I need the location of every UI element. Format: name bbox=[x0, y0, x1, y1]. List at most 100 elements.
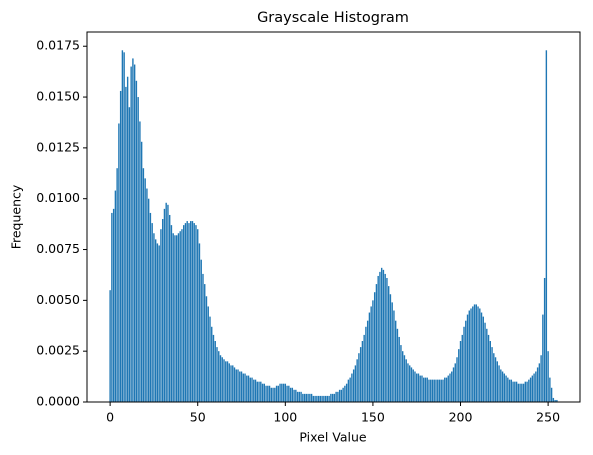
bar bbox=[174, 235, 176, 402]
bar bbox=[247, 375, 250, 402]
bar bbox=[116, 168, 118, 402]
bar bbox=[342, 387, 344, 402]
y-tick-label: 0.0000 bbox=[36, 394, 80, 409]
bar bbox=[170, 225, 173, 402]
bar bbox=[505, 375, 507, 402]
bar bbox=[549, 377, 551, 402]
bar bbox=[167, 204, 169, 402]
bar bbox=[323, 395, 325, 402]
bar bbox=[200, 259, 202, 402]
bar bbox=[519, 383, 521, 402]
bar bbox=[197, 229, 199, 402]
bar bbox=[552, 397, 555, 402]
bar bbox=[405, 359, 407, 402]
bar bbox=[466, 314, 469, 402]
bar bbox=[416, 373, 418, 402]
bar bbox=[424, 377, 427, 402]
bar bbox=[179, 231, 181, 402]
bar bbox=[270, 387, 273, 402]
bar bbox=[417, 373, 420, 402]
bar bbox=[221, 357, 223, 402]
bar bbox=[324, 395, 327, 402]
bar bbox=[393, 310, 395, 402]
bar bbox=[335, 391, 337, 402]
bar bbox=[309, 393, 311, 402]
bar bbox=[521, 383, 523, 402]
bar bbox=[158, 245, 160, 402]
bar bbox=[545, 50, 548, 403]
bar bbox=[352, 369, 355, 402]
y-tick-label: 0.0050 bbox=[36, 292, 80, 307]
bar bbox=[184, 223, 187, 402]
bar bbox=[435, 379, 437, 402]
bar bbox=[160, 229, 162, 402]
bar bbox=[140, 141, 143, 402]
bar bbox=[379, 271, 381, 402]
bar bbox=[282, 383, 285, 402]
bar bbox=[503, 373, 506, 402]
bar bbox=[237, 369, 239, 402]
bar bbox=[261, 383, 264, 402]
bar bbox=[123, 52, 125, 402]
bar bbox=[246, 375, 248, 402]
bar bbox=[130, 66, 132, 403]
bar bbox=[249, 377, 251, 402]
bar bbox=[470, 308, 472, 402]
bar bbox=[377, 275, 379, 402]
bar bbox=[409, 365, 411, 402]
bar bbox=[398, 336, 400, 402]
bar bbox=[465, 320, 467, 402]
bar bbox=[412, 369, 414, 402]
bar bbox=[142, 168, 145, 402]
bar bbox=[554, 399, 556, 402]
bar bbox=[508, 379, 511, 402]
y-tick-label: 0.0150 bbox=[36, 89, 80, 104]
bar bbox=[267, 385, 269, 402]
bar bbox=[444, 377, 446, 402]
bar bbox=[218, 351, 220, 402]
bar bbox=[433, 379, 435, 402]
bar bbox=[207, 306, 209, 402]
bar bbox=[487, 334, 490, 402]
bar bbox=[414, 371, 416, 402]
bar bbox=[295, 389, 297, 402]
bar bbox=[400, 345, 402, 402]
bar bbox=[256, 381, 258, 402]
bar bbox=[298, 391, 301, 402]
bar bbox=[419, 375, 421, 402]
bar bbox=[480, 312, 483, 402]
bar bbox=[529, 377, 532, 402]
bar bbox=[375, 284, 378, 402]
bar bbox=[396, 328, 399, 402]
bar bbox=[296, 391, 299, 402]
bar bbox=[486, 328, 488, 402]
x-tick-label: 50 bbox=[190, 410, 206, 425]
bar bbox=[310, 393, 313, 402]
bar bbox=[366, 320, 369, 402]
y-tick-label: 0.0075 bbox=[36, 241, 80, 256]
bar bbox=[183, 225, 185, 402]
bar bbox=[484, 322, 486, 402]
bar bbox=[475, 304, 477, 402]
bar bbox=[328, 395, 330, 402]
bar bbox=[242, 373, 244, 402]
x-tick-label: 100 bbox=[273, 410, 297, 425]
bar bbox=[235, 369, 237, 402]
bar bbox=[293, 389, 295, 402]
bar bbox=[347, 379, 350, 402]
bar bbox=[402, 351, 404, 402]
bar bbox=[524, 381, 527, 402]
bar bbox=[459, 341, 462, 402]
bar bbox=[204, 284, 206, 402]
bar bbox=[547, 351, 549, 402]
y-axis-label: Frequency bbox=[9, 184, 24, 249]
bar bbox=[253, 379, 255, 402]
bar bbox=[456, 357, 458, 402]
bar bbox=[147, 198, 150, 402]
bar bbox=[219, 355, 222, 402]
bar bbox=[440, 379, 442, 402]
bar bbox=[205, 296, 208, 402]
bar bbox=[118, 123, 120, 402]
bar bbox=[177, 233, 180, 402]
